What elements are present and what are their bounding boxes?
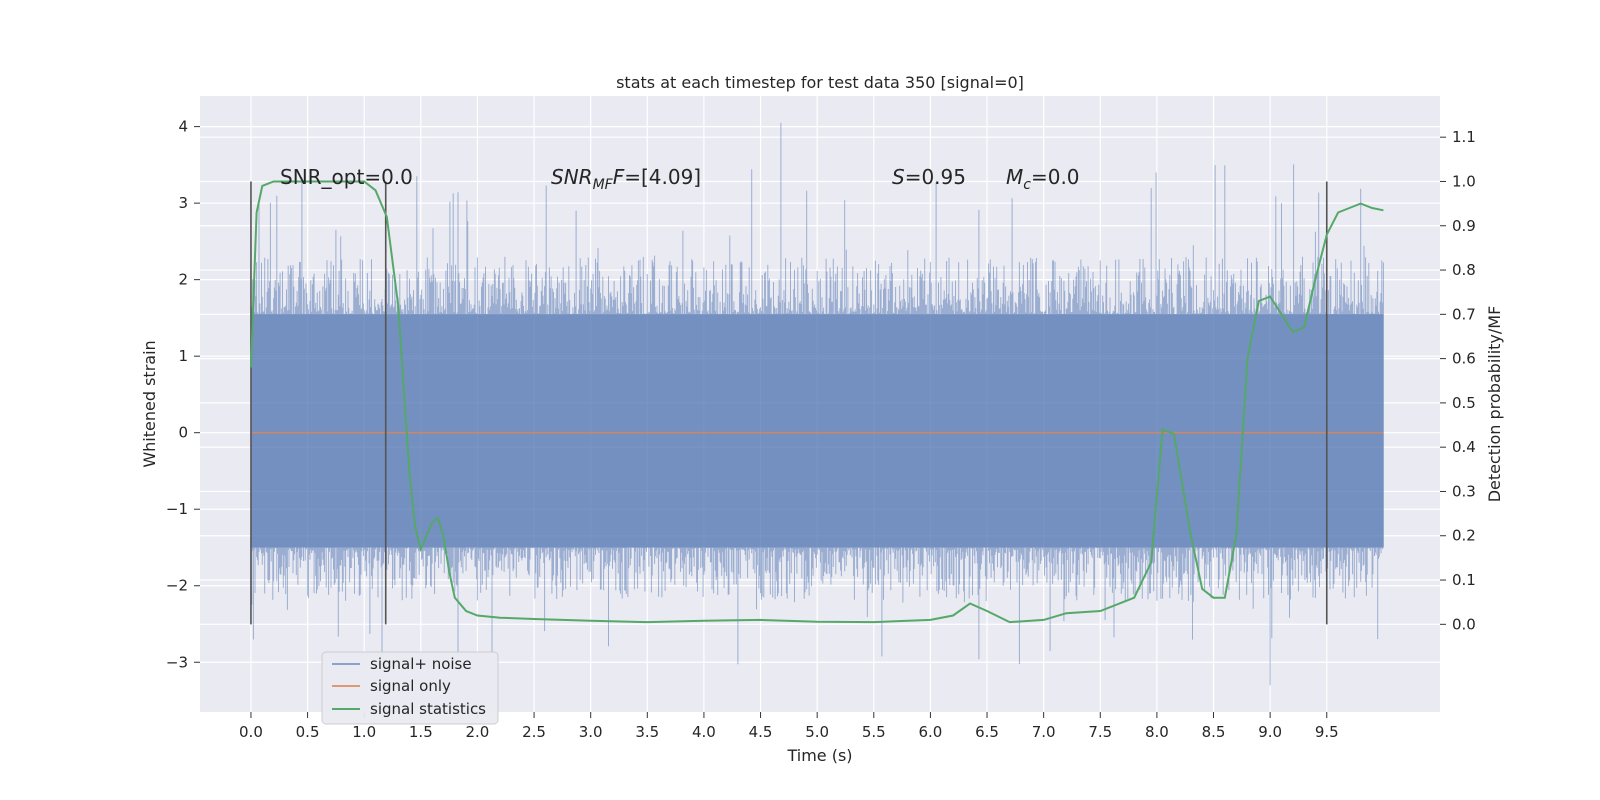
x-tick-label: 2.0: [466, 723, 490, 741]
x-tick-label: 6.5: [975, 723, 999, 741]
x-tick-label: 3.0: [579, 723, 603, 741]
legend-box: [321, 651, 499, 725]
y-axis-label-left: Whitened strain: [140, 340, 159, 467]
x-tick-label: 5.5: [862, 723, 886, 741]
x-tick-label: 2.5: [522, 723, 546, 741]
y-tick-label-left: −2: [166, 577, 188, 595]
x-tick-label: 3.5: [635, 723, 659, 741]
series-signal-statistics: [250, 180, 1384, 624]
x-axis-label: Time (s): [786, 746, 852, 765]
x-tick-label: 0.5: [296, 723, 320, 741]
annotation-snr-opt: SNR_opt=0.0: [280, 165, 413, 189]
vertical-markers: [250, 181, 1328, 625]
y-tick-label-left: 2: [178, 271, 188, 289]
signal-statistics-line: [250, 180, 1384, 624]
annotation-mc: Mc=0.0: [1006, 165, 1080, 193]
x-tick-label: 9.0: [1258, 723, 1282, 741]
y-tick-label-left: −3: [166, 653, 188, 671]
y-tick-label-right: 0.5: [1452, 394, 1476, 412]
x-tick-label: 6.0: [918, 723, 942, 741]
y-tick-label-right: 0.7: [1452, 305, 1476, 323]
legend-label-signal: signal only: [370, 677, 451, 695]
x-tick-label: 5.0: [805, 723, 829, 741]
y-tick-label-left: 4: [178, 118, 188, 136]
x-tick-label: 7.5: [1088, 723, 1112, 741]
y-tick-label-left: 3: [178, 194, 188, 212]
x-tick-label: 8.5: [1202, 723, 1226, 741]
y-tick-label-right: 0.0: [1452, 615, 1476, 633]
legend: signal+ noise signal only signal statist…: [321, 651, 499, 725]
y-tick-label-right: 0.3: [1452, 482, 1476, 500]
y-tick-label-right: 1.1: [1452, 128, 1476, 146]
y-tick-label-right: 1.0: [1452, 172, 1476, 190]
y-tick-label-right: 0.4: [1452, 438, 1476, 456]
legend-label-statistics: signal statistics: [370, 700, 486, 718]
y-tick-label-right: 0.9: [1452, 217, 1476, 235]
x-tick-label: 0.0: [239, 723, 263, 741]
x-tick-label: 9.5: [1315, 723, 1339, 741]
y-tick-label-left: 0: [178, 424, 188, 442]
chart-title: stats at each timestep for test data 350…: [616, 73, 1024, 92]
axis-ticks: 0.0 0.5 1.0 1.5 2.0 2.5 3.0 3.5 4.0 4.5 5.0 5.5 6.0 6…: [166, 118, 1476, 741]
x-tick-label: 1.5: [409, 723, 433, 741]
x-tick-label: 4.0: [692, 723, 716, 741]
x-tick-label: 7.0: [1032, 723, 1056, 741]
x-tick-label: 8.0: [1145, 723, 1169, 741]
y-tick-label-left: −1: [166, 500, 188, 518]
y-tick-label-right: 0.6: [1452, 350, 1476, 368]
legend-label-noise: signal+ noise: [370, 655, 472, 673]
y-tick-label-left: 1: [178, 347, 188, 365]
y-tick-label-right: 0.1: [1452, 571, 1476, 589]
y-axis-label-right: Detection probability/MF: [1485, 306, 1504, 503]
x-tick-label: 4.5: [749, 723, 773, 741]
y-tick-label-right: 0.2: [1452, 527, 1476, 545]
series-signal-plus-noise: [250, 122, 1384, 686]
x-tick-label: 1.0: [352, 723, 376, 741]
annotation-s: S=0.95: [892, 165, 966, 189]
annotation-snr-mf: SNRMFF=[4.09]: [551, 165, 701, 193]
y-tick-label-right: 0.8: [1452, 261, 1476, 279]
